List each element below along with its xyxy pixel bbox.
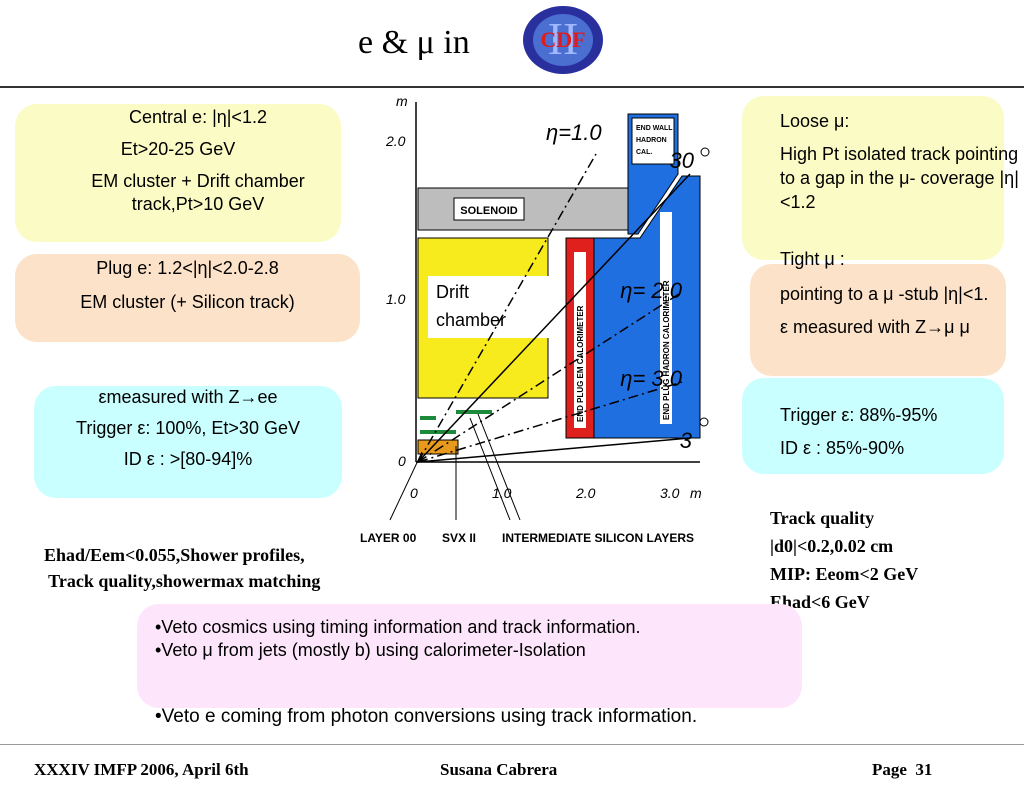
y-tick-label: 2.0 — [385, 133, 406, 149]
drift-chamber-label-box — [428, 276, 552, 338]
central-electron-box: Central e: |η|<1.2 Et>20-25 GeV EM clust… — [15, 104, 341, 242]
muon-note: |d0|<0.2,0.02 cm — [770, 536, 894, 556]
x-tick-label: 1.0 — [492, 485, 512, 501]
muon-note: Ehad<6 GeV — [770, 592, 870, 612]
plug-em-label: END PLUG EM CALORIMETER — [576, 305, 585, 422]
eta-line — [417, 381, 683, 463]
degree-icon — [700, 147, 710, 157]
central-e-line: Central e: |η|<1.2 — [129, 107, 267, 127]
loose-mu-line: High Pt isolated track pointing to a gap… — [780, 144, 1019, 212]
eff-e-line: εmeasured with Z→ee — [98, 387, 278, 407]
angle-label: 3 — [680, 428, 693, 453]
bottom-label: INTERMEDIATE SILICON LAYERS — [502, 531, 694, 545]
cdf-logo: II CDF — [523, 6, 603, 74]
end-wall-label: HADRON — [636, 137, 667, 144]
muon-efficiency-box: Trigger ε: 88%-95% ID ε : 85%-90% — [742, 378, 1004, 474]
end-wall-label: CAL. — [636, 149, 652, 156]
detector-diagram: m 2.0 1.0 0 0 1.0 2.0 3.0 m SOLENOID Dri… — [360, 92, 720, 552]
pointer-line — [389, 451, 423, 521]
veto-bullet: •Veto μ from jets (mostly b) using calor… — [155, 640, 586, 660]
pointer-line — [469, 417, 511, 521]
electron-note: Ehad/Eem<0.055,Shower profiles, — [44, 545, 305, 565]
central-e-line: Et>20-25 GeV — [120, 139, 236, 159]
eta-line — [417, 291, 683, 463]
drift-chamber-label: Drift — [436, 282, 469, 302]
bottom-label: LAYER 00 — [360, 531, 417, 545]
plug-e-line: Plug e: 1.2<|η|<2.0-2.8 — [96, 258, 279, 278]
title-divider — [0, 86, 1024, 88]
pointer-line — [477, 413, 521, 521]
end-wall-label: END WALL — [636, 125, 673, 132]
tight-mu-line: pointing to a μ -stub |η|<1. — [780, 284, 989, 304]
degree-icon — [699, 417, 709, 427]
y-tick-label: 0 — [398, 453, 406, 469]
footer-left: XXXIV IMFP 2006, April 6th — [34, 760, 249, 779]
eff-mu-line: Trigger ε: 88%-95% — [780, 405, 938, 425]
muon-note: Track quality — [770, 508, 875, 528]
bottom-label: SVX II — [442, 531, 476, 545]
plug-electron-box: Plug e: 1.2<|η|<2.0-2.8 EM cluster (+ Si… — [15, 254, 360, 342]
footer-right: Page 31 — [872, 760, 933, 779]
footer-divider — [0, 744, 1024, 745]
x-tick-label: 3.0 — [660, 485, 680, 501]
solenoid-label: SOLENOID — [460, 205, 518, 217]
angle-line — [417, 437, 691, 463]
eta-label: η= 3.0 — [620, 366, 683, 391]
eta-label: η= 2.0 — [620, 278, 683, 303]
electron-note: Track quality,showermax matching — [44, 571, 321, 591]
page-title: e & μ in — [358, 24, 470, 61]
y-axis-unit: m — [396, 93, 408, 109]
veto-bullet: •Veto e coming from photon conversions u… — [155, 706, 698, 727]
logo-text: CDF — [540, 27, 585, 52]
veto-box: •Veto cosmics using timing information a… — [137, 604, 802, 708]
eff-e-line: ID ε : >[80-94]% — [123, 449, 253, 469]
angle-line — [417, 173, 691, 463]
eta-label: η=1.0 — [546, 120, 602, 145]
electron-efficiency-box: εmeasured with Z→ee Trigger ε: 100%, Et>… — [34, 386, 342, 498]
loose-muon-box: Loose μ: High Pt isolated track pointing… — [742, 96, 1019, 260]
plug-e-line: EM cluster (+ Silicon track) — [80, 292, 295, 312]
muon-note: MIP: Eeom<2 GeV — [770, 564, 919, 584]
electron-quality-notes: Ehad/Eem<0.055,Shower profiles, Track qu… — [44, 542, 320, 594]
tight-mu-line: Tight μ : — [780, 249, 845, 269]
x-tick-label: 2.0 — [575, 485, 596, 501]
eff-mu-line: ID ε : 85%-90% — [780, 438, 905, 458]
y-tick-label: 1.0 — [386, 291, 406, 307]
drift-chamber-label: chamber — [436, 310, 506, 330]
x-axis-unit: m — [690, 485, 702, 501]
eff-e-line: Trigger ε: 100%, Et>30 GeV — [76, 418, 300, 438]
veto-bullet: •Veto cosmics using timing information a… — [155, 617, 641, 637]
x-tick-label: 0 — [410, 485, 418, 501]
logo-numeral: II — [548, 13, 579, 64]
angle-label: 30 — [670, 148, 695, 173]
central-e-line: EM cluster + Drift chamber track,Pt>10 G… — [91, 171, 305, 214]
solenoid-label-box — [453, 197, 525, 221]
loose-mu-line: Loose μ: — [780, 111, 850, 131]
plug-had-label: END PLUG HADRON CALORIMETER — [662, 280, 671, 420]
footer-center: Susana Cabrera — [440, 760, 558, 779]
tight-mu-line: ε measured with Z→μ μ — [780, 317, 970, 337]
muon-quality-notes: Track quality |d0|<0.2,0.02 cm MIP: Eeom… — [770, 504, 918, 616]
tight-muon-box: Tight μ : pointing to a μ -stub |η|<1. ε… — [750, 249, 1006, 376]
